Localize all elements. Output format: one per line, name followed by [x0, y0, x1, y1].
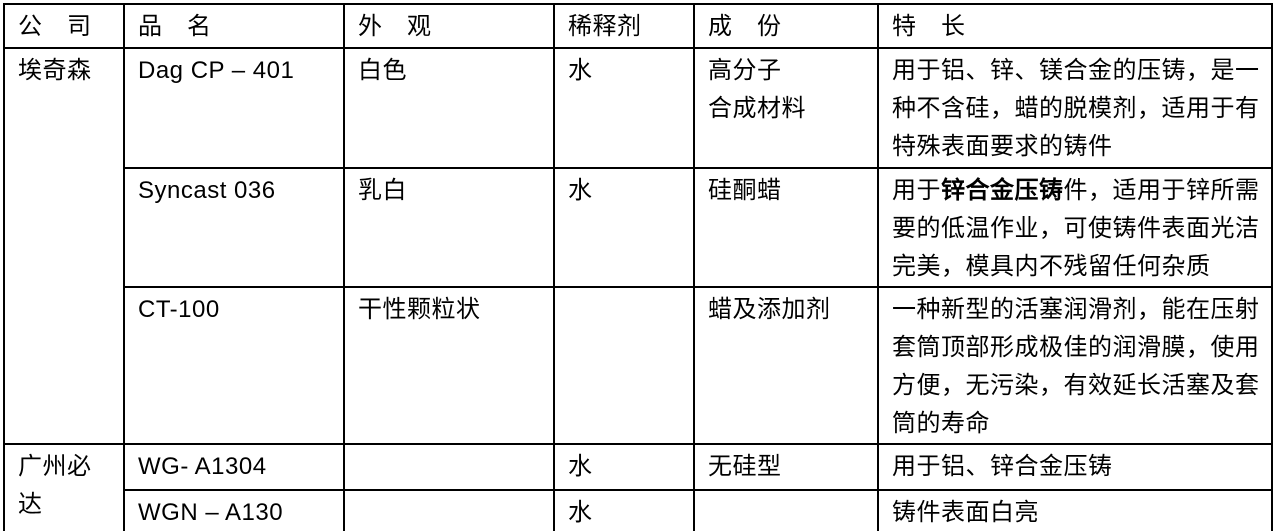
- cell-appearance: 乳白: [343, 167, 555, 288]
- feature-line: 一种新型的活塞润滑剂，能在压射: [892, 296, 1260, 323]
- composition-line: 合成材料: [708, 95, 806, 122]
- feature-text-bold: 锌合金压铸: [941, 177, 1064, 204]
- company-name: 广州必: [18, 453, 92, 480]
- composition-line: 硅酮蜡: [708, 177, 782, 204]
- header-diluent: 稀释剂: [553, 3, 695, 49]
- company-name: 埃奇森: [18, 57, 92, 84]
- cell-product: WGN – A130: [123, 489, 345, 531]
- feature-line: 方便，无污染，有效延长活塞及套: [892, 372, 1260, 399]
- cell-company-acheson: 埃奇森: [3, 47, 125, 445]
- feature-line: 种不含硅，蜡的脱模剂，适用于有: [892, 95, 1260, 122]
- header-row: 公 司 品 名 外 观 稀释剂 成 份 特 长: [3, 3, 1273, 49]
- cell-composition: 高分子 合成材料: [693, 47, 879, 169]
- cell-appearance: [343, 489, 555, 531]
- product-table: 公 司 品 名 外 观 稀释剂 成 份 特 长 埃奇森 Dag CP – 401…: [3, 3, 1273, 531]
- cell-features: 铸件表面白亮: [877, 489, 1273, 531]
- cell-features: 用于铝、锌、镁合金的压铸，是一 种不含硅，蜡的脱模剂，适用于有 特殊表面要求的铸…: [877, 47, 1273, 169]
- feature-line: 用于铝、锌合金压铸: [892, 453, 1113, 480]
- feature-line: 完美，模具内不残留任何杂质: [892, 253, 1211, 280]
- cell-diluent: 水: [553, 443, 695, 491]
- feature-line: 用于铝、锌、镁合金的压铸，是一: [892, 57, 1260, 84]
- header-company: 公 司: [3, 3, 125, 49]
- cell-diluent: 水: [553, 489, 695, 531]
- cell-company-bida: 广州必 达: [3, 443, 125, 531]
- table-row: Syncast 036 乳白 水 硅酮蜡 用于锌合金压铸件，适用于锌所需 要的低…: [4, 167, 1273, 288]
- header-product: 品 名: [123, 3, 345, 49]
- cell-product: Syncast 036: [123, 167, 345, 288]
- table-row: CT-100 干性颗粒状 蜡及添加剂 一种新型的活塞润滑剂，能在压射 套筒顶部形…: [4, 286, 1273, 445]
- feature-line: 用于锌合金压铸件，适用于锌所需: [892, 172, 1265, 210]
- header-features: 特 长: [877, 3, 1273, 49]
- feature-line: 铸件表面白亮: [892, 499, 1039, 526]
- cell-appearance: [343, 443, 555, 491]
- feature-line: 要的低温作业，可使铸件表面光洁: [892, 215, 1260, 242]
- cell-product: Dag CP – 401: [123, 47, 345, 169]
- feature-line: 筒的寿命: [892, 410, 990, 437]
- cell-diluent: [553, 286, 695, 445]
- cell-features: 一种新型的活塞润滑剂，能在压射 套筒顶部形成极佳的润滑膜，使用 方便，无污染，有…: [877, 286, 1273, 445]
- table-row: 埃奇森 Dag CP – 401 白色 水 高分子 合成材料 用于铝、锌、镁合金…: [3, 47, 1273, 445]
- cell-features: 用于铝、锌合金压铸: [877, 443, 1273, 491]
- cell-diluent: 水: [553, 167, 695, 288]
- cell-product: CT-100: [123, 286, 345, 445]
- composition-line: 蜡及添加剂: [708, 296, 831, 323]
- feature-line: 套筒顶部形成极佳的润滑膜，使用: [892, 334, 1260, 361]
- header-composition: 成 份: [693, 3, 879, 49]
- feature-text: 件，适用于锌所需: [1063, 177, 1260, 204]
- cell-appearance: 干性颗粒状: [343, 286, 555, 445]
- feature-line: 特殊表面要求的铸件: [892, 133, 1113, 160]
- cell-composition: [693, 489, 879, 531]
- composition-line: 无硅型: [708, 453, 782, 480]
- cell-diluent: 水: [553, 47, 695, 169]
- cell-composition: 无硅型: [693, 443, 879, 491]
- table-row: WGN – A130 水 铸件表面白亮: [4, 489, 1273, 531]
- cell-composition: 蜡及添加剂: [693, 286, 879, 445]
- header-appearance: 外 观: [343, 3, 555, 49]
- cell-appearance: 白色: [343, 47, 555, 169]
- cell-product: WG- A1304: [123, 443, 345, 491]
- company-name: 达: [18, 491, 43, 518]
- cell-composition: 硅酮蜡: [693, 167, 879, 288]
- table-row: 广州必 达 WG- A1304 水 无硅型 用于铝、锌合金压铸: [3, 443, 1273, 531]
- composition-line: 高分子: [708, 57, 782, 84]
- cell-features: 用于锌合金压铸件，适用于锌所需 要的低温作业，可使铸件表面光洁 完美，模具内不残…: [877, 167, 1273, 288]
- feature-text: 用于: [892, 177, 941, 204]
